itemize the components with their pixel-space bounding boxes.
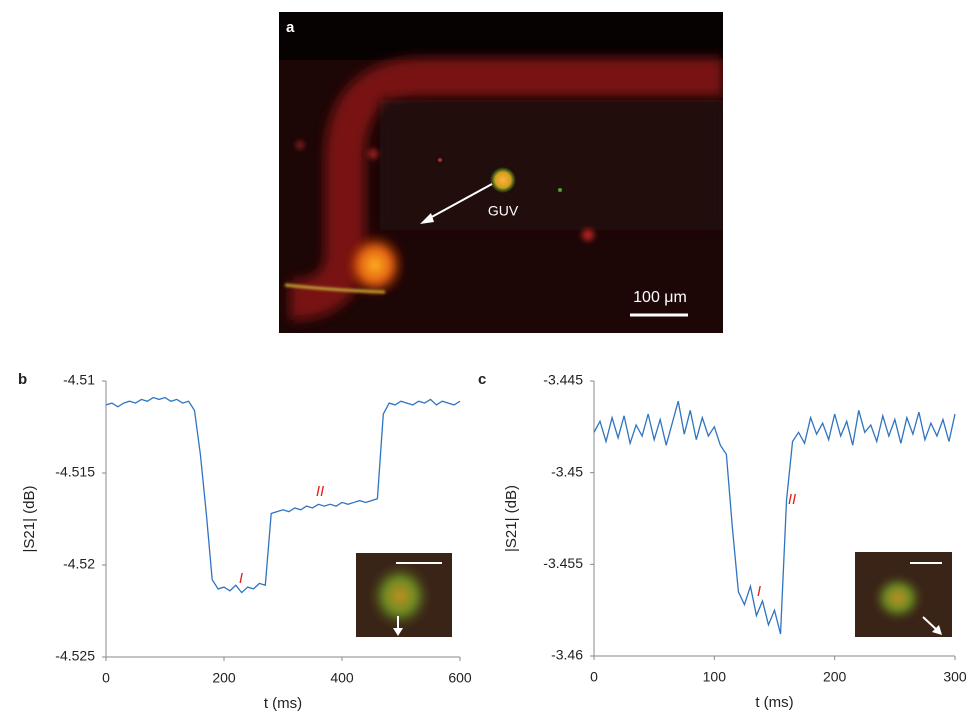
annotation: I (239, 570, 243, 587)
x-tick-label: 200 (212, 670, 236, 686)
y-tick-label: -4.51 (63, 372, 95, 388)
x-axis-label: t (ms) (755, 694, 793, 711)
x-tick-label: 200 (823, 669, 847, 685)
x-axis-label: t (ms) (264, 695, 302, 712)
microscope-image (279, 12, 723, 333)
y-tick-label: -3.445 (543, 372, 583, 388)
annotation: II (316, 483, 324, 500)
panel-label: a (286, 19, 295, 36)
y-tick-label: -3.455 (543, 555, 583, 571)
scale-bar-label: 100 μm (633, 289, 687, 306)
x-tick-label: 400 (330, 670, 354, 686)
annotation: II (788, 491, 796, 508)
y-tick-label: -3.45 (551, 463, 583, 479)
x-tick-label: 300 (943, 669, 967, 685)
y-tick-label: -4.52 (63, 556, 95, 572)
annotation: I (757, 583, 761, 600)
data-line (105, 396, 461, 594)
x-tick-label: 600 (448, 670, 472, 686)
image-annotation: GUV (488, 203, 519, 219)
x-tick-label: 0 (102, 670, 110, 686)
y-axis-label: |S21| (dB) (503, 485, 520, 552)
panel-label: c (478, 371, 486, 388)
x-tick-label: 0 (590, 669, 598, 685)
y-tick-label: -3.46 (551, 647, 583, 663)
y-tick-label: -4.525 (55, 648, 95, 664)
data-line (593, 400, 956, 635)
x-tick-label: 100 (703, 669, 727, 685)
panel-label: b (18, 371, 27, 388)
y-tick-label: -4.515 (55, 464, 95, 480)
y-axis-label: |S21| (dB) (21, 486, 38, 553)
inset-image (855, 552, 952, 637)
inset-image (356, 553, 452, 637)
